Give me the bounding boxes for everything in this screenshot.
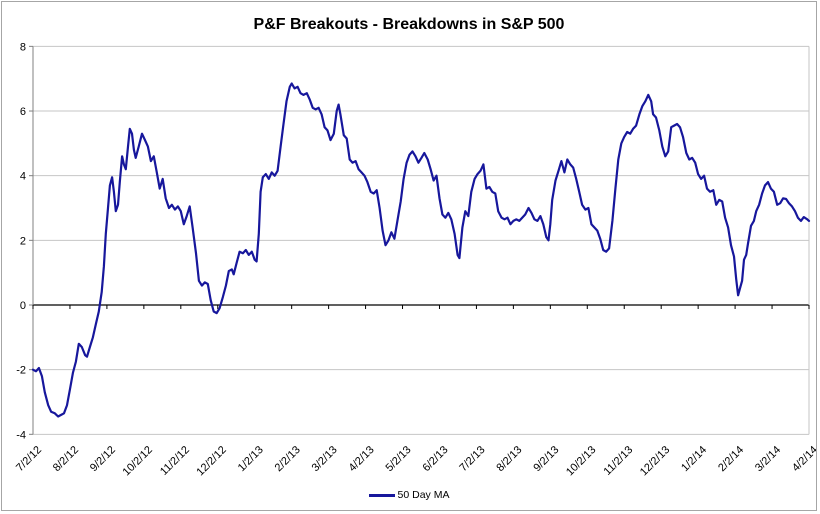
y-axis-label: 8 [20,41,26,53]
y-axis-label: 0 [20,300,26,312]
x-axis-label: 7/2/13 [457,444,487,474]
y-axis-label: -2 [16,365,26,377]
legend-label: 50 Day MA [397,489,450,501]
x-axis-label: 10/2/13 [564,444,598,478]
x-axis-label: 10/2/12 [121,444,155,478]
x-axis-label: 2/2/13 [273,444,303,474]
x-axis-label: 4/2/13 [347,444,377,474]
x-axis-label: 12/2/13 [638,444,672,478]
legend: 50 Day MA [2,489,816,501]
x-axis-label: 12/2/12 [194,444,228,478]
y-axis-label: 6 [20,106,26,118]
x-axis-label: 8/2/13 [494,444,524,474]
x-axis-label: 5/2/13 [384,444,414,474]
x-axis-label: 6/2/13 [420,444,450,474]
y-axis-label: 4 [20,171,26,183]
x-axis-label: 3/2/13 [310,444,340,474]
series-line-50-day-ma [31,82,811,418]
x-axis-label: 11/2/12 [158,444,192,478]
x-axis-label: 9/2/13 [531,444,561,474]
y-axis-label: -4 [16,429,26,441]
legend-line-swatch [368,493,395,497]
x-axis-label: 3/2/14 [753,444,783,474]
x-axis-label: 7/2/12 [14,444,44,474]
chart-title: P&F Breakouts - Breakdowns in S&P 500 [253,16,565,33]
x-axis-label: 8/2/12 [51,444,81,474]
x-axis-label: 1/2/13 [236,444,266,474]
x-axis-label: 9/2/12 [88,444,118,474]
x-axis-label: 11/2/13 [601,444,635,478]
x-axis-label: 1/2/14 [679,444,709,474]
x-axis-label: 2/2/14 [716,444,746,474]
x-axis-label: 4/2/14 [790,444,817,474]
y-axis-label: 2 [20,235,26,247]
